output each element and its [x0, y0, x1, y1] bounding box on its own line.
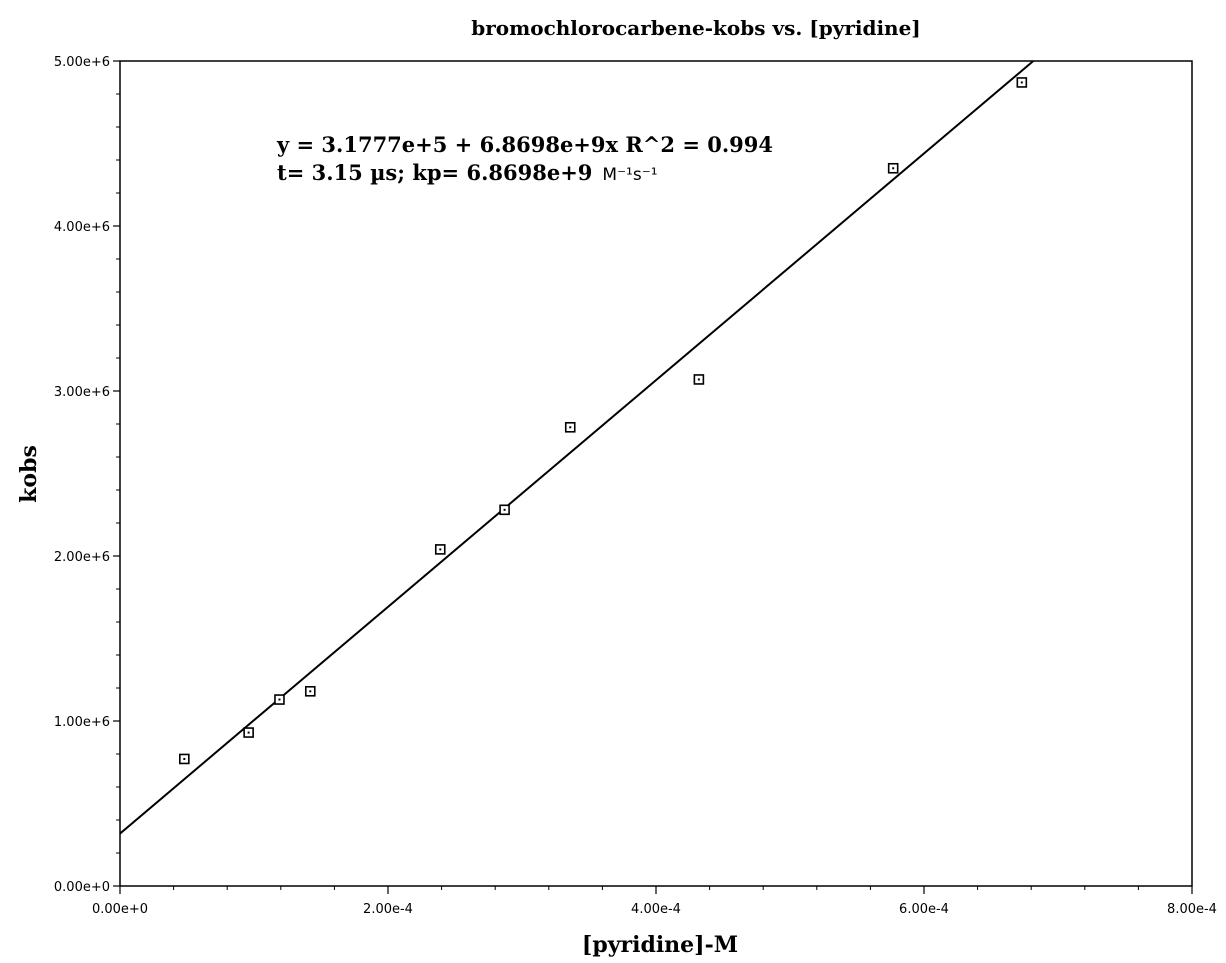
data-point-dot: [439, 548, 442, 551]
x-axis: 0.00e+0 2.00e-4 4.00e-4 6.00e-4 8.00e-4: [92, 886, 1217, 917]
data-point-dot: [278, 698, 281, 701]
x-tick-label: 0.00e+0: [92, 902, 148, 917]
x-tick-label: 4.00e-4: [631, 902, 681, 917]
x-axis-label: [pyridine]-M: [582, 932, 738, 958]
x-tick-label: 2.00e-4: [363, 902, 413, 917]
chart-title: bromochlorocarbene-kobs vs. [pyridine]: [471, 16, 921, 40]
y-tick-label: 5.00e+6: [54, 55, 110, 70]
y-tick-label: 4.00e+6: [54, 220, 110, 235]
y-tick-label: 1.00e+6: [54, 715, 110, 730]
y-tick-label: 2.00e+6: [54, 550, 110, 565]
data-point-dot: [892, 167, 895, 170]
regression-line: [119, 60, 1034, 835]
data-point-dot: [569, 426, 572, 429]
x-tick-label: 6.00e-4: [899, 902, 949, 917]
y-axis-label: kobs: [16, 445, 42, 503]
y-axis: 0.00e+0 1.00e+6 2.00e+6 3.00e+6 4.00e+6 5.00e…: [54, 55, 120, 895]
data-point-dot: [247, 731, 250, 734]
rate-constant-unit: M⁻¹s⁻¹: [602, 165, 657, 185]
fit-line-group: [119, 60, 1034, 835]
regression-equation: y = 3.1777e+5 + 6.8698e+9x R^2 = 0.994: [276, 132, 773, 157]
data-point-dot: [503, 508, 506, 511]
y-tick-label: 0.00e+0: [54, 880, 110, 895]
data-point-dot: [183, 757, 186, 760]
x-tick-label: 8.00e-4: [1167, 902, 1217, 917]
data-point-dot: [1020, 81, 1023, 84]
data-point-dot: [309, 690, 312, 693]
y-tick-label: 3.00e+6: [54, 385, 110, 400]
data-point-dot: [697, 378, 700, 381]
data-points: [179, 77, 1028, 765]
rate-constant-text: t= 3.15 µs; kp= 6.8698e+9 M⁻¹s⁻¹: [277, 160, 658, 185]
rate-constant-main: t= 3.15 µs; kp= 6.8698e+9: [277, 160, 592, 185]
